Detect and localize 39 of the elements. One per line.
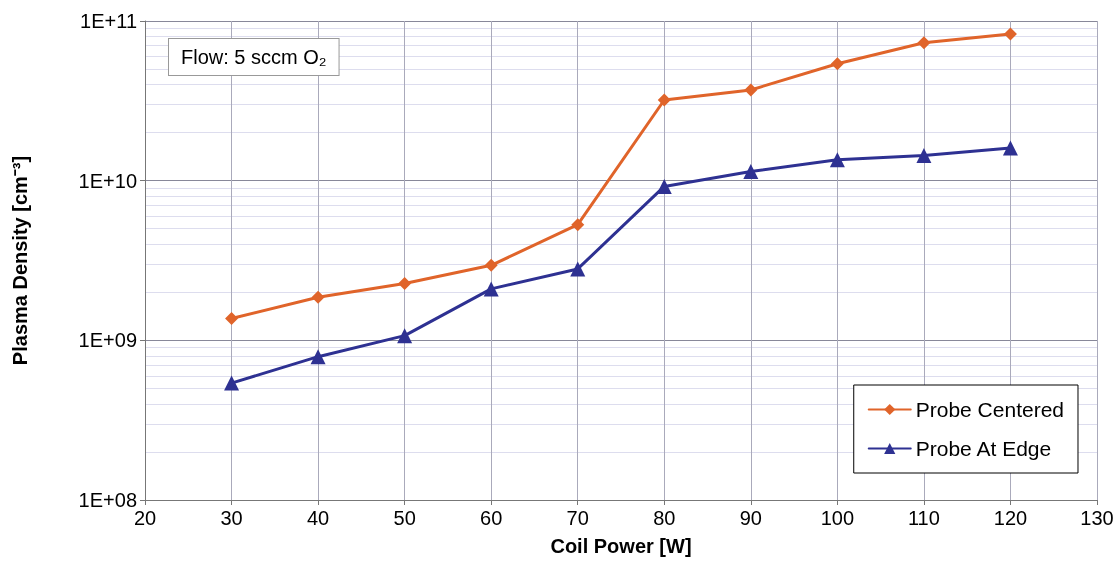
annotation: Flow: 5 sccm O₂ [181,46,327,68]
y-tick-label: 1E+09 [78,329,137,352]
point [916,147,932,163]
legend-label: Probe Centered [915,398,1064,421]
point [656,178,672,194]
point [483,281,499,297]
x-tick-label: 30 [220,507,243,529]
x-tick-label: 50 [393,507,416,529]
point [917,36,931,50]
point [743,164,759,180]
y-tick-label: 1E+11 [80,10,137,32]
point [829,152,845,168]
point [311,290,325,304]
point [570,261,586,277]
x-tick-label: 100 [820,507,855,529]
x-tick-label: 40 [306,507,330,529]
x-tick-label: 90 [739,507,762,529]
point [397,328,413,344]
point [398,276,412,290]
point [1003,27,1017,41]
point [224,375,240,391]
point [225,312,239,325]
x-tick-label: 70 [566,507,589,529]
point [744,83,758,97]
x-axis-title: Coil Power [W] [550,535,692,557]
y-tick-label: 1E+10 [78,169,137,192]
y-axis-title: Plasma Density [cm⁻³] [9,155,31,366]
legend-label: Probe At Edge [915,437,1052,460]
point [484,258,498,272]
x-tick-label: 80 [653,507,676,529]
point [657,93,671,107]
x-tick-label: 130 [1080,507,1114,529]
point [1002,140,1018,156]
point [310,349,326,365]
x-tick-label: 120 [993,507,1028,529]
x-tick-label: 60 [480,507,503,529]
point [571,218,585,232]
x-tick-label: 110 [907,507,940,529]
point [830,57,844,71]
